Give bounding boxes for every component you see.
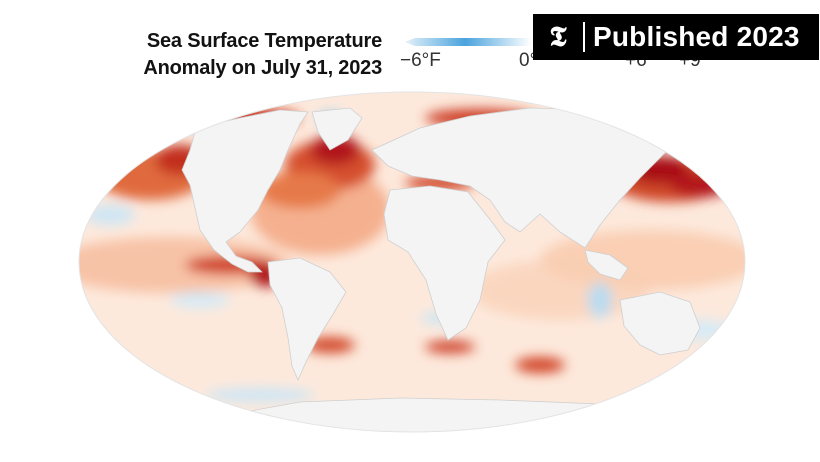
australia-land [619, 291, 701, 356]
nyt-logo-icon: 𝕿 [549, 20, 567, 53]
published-badge: 𝕿 Published 2023 [533, 14, 819, 60]
north-america-land [181, 109, 309, 273]
legend-tick-zero: 0° [519, 50, 538, 71]
africa-land [383, 185, 506, 341]
greenland-land [311, 107, 363, 151]
badge-divider [583, 22, 585, 52]
published-year-label: Published 2023 [593, 21, 800, 52]
southeast-asia-land [584, 249, 629, 281]
globe-outline [78, 91, 746, 433]
antarctica-land [99, 397, 745, 432]
legend-tick-minus6: −6°F [400, 50, 441, 71]
title-line-1: Sea Surface Temperature [146, 30, 382, 52]
south-america-land [267, 257, 347, 381]
map-title: Sea Surface Temperature Anomaly on July … [112, 28, 382, 82]
title-line-2: Anomaly on July 31, 2023 [143, 57, 382, 79]
